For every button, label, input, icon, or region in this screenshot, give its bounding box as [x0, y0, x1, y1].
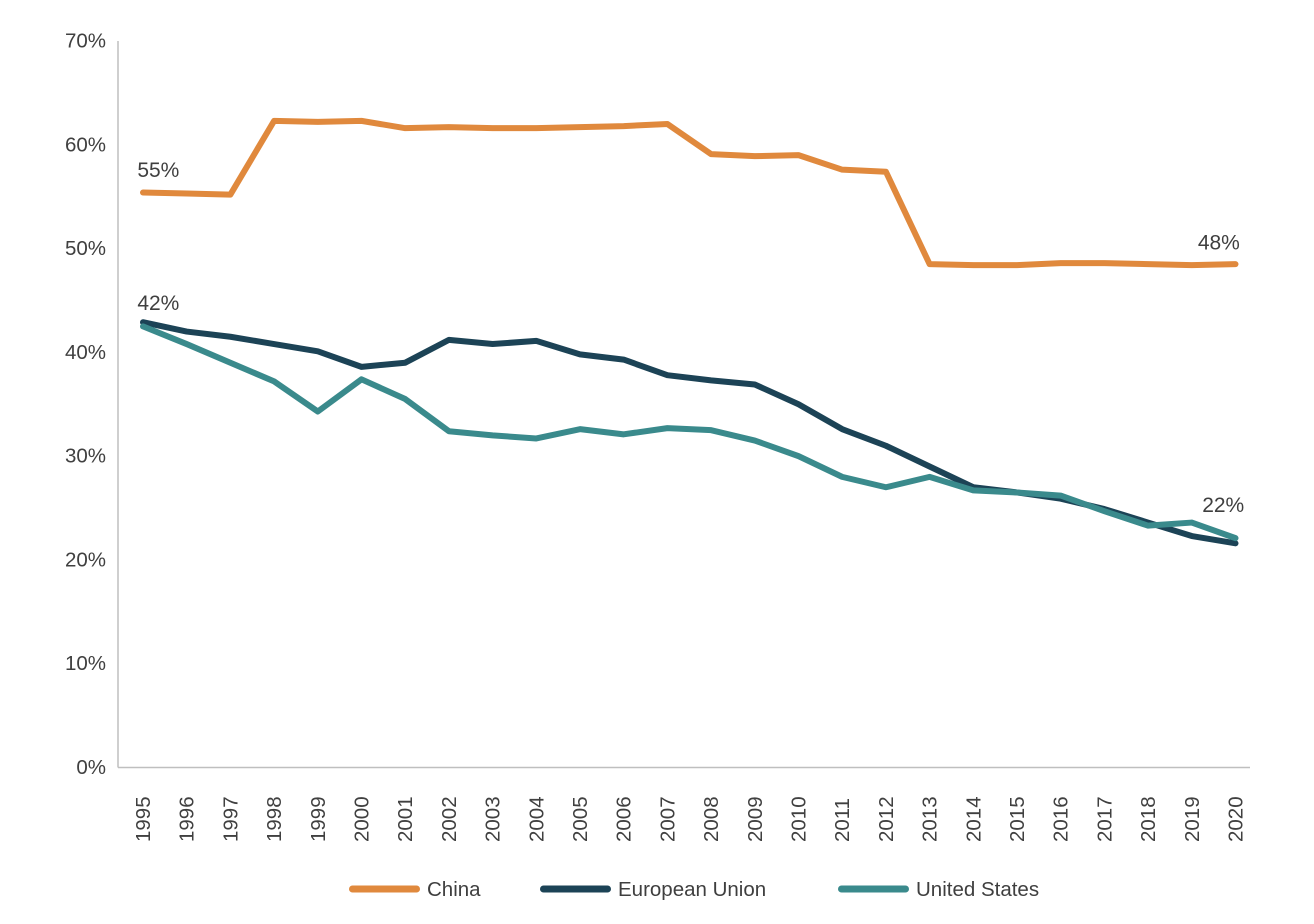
x-tick-label: 2012 [875, 796, 898, 842]
legend-label-china: China [427, 878, 481, 901]
x-tick-label: 2002 [438, 796, 461, 842]
x-tick-label: 2010 [788, 796, 811, 842]
x-tick-label: 2020 [1225, 796, 1248, 842]
series-line-china [140, 117, 1239, 269]
legend-swatch-china [349, 885, 420, 893]
y-tick-label: 40% [65, 341, 106, 364]
x-tick-label: 2011 [831, 798, 854, 842]
x-tick-label: 2000 [351, 796, 374, 842]
y-tick-label: 60% [65, 133, 106, 156]
x-tick-label: 2015 [1006, 796, 1029, 842]
y-tick-label: 70% [65, 29, 106, 52]
x-tick-label: 2008 [700, 796, 723, 842]
legend-label-united-states: United States [916, 878, 1039, 901]
x-tick-label: 2017 [1093, 796, 1116, 842]
y-tick-label: 10% [65, 652, 106, 675]
data-label-22-: 22% [1202, 494, 1244, 517]
x-tick-label: 2018 [1137, 796, 1160, 842]
x-tick-label: 2019 [1181, 796, 1204, 842]
x-tick-label: 2006 [613, 796, 636, 842]
data-label-48-: 48% [1198, 232, 1240, 255]
x-tick-label: 1997 [219, 796, 242, 842]
y-tick-label: 0% [76, 756, 106, 779]
x-tick-label: 2016 [1050, 796, 1073, 842]
y-tick-label: 30% [65, 445, 106, 468]
data-label-55-: 55% [137, 159, 179, 182]
x-tick-label: 1999 [307, 796, 330, 842]
x-tick-label: 2003 [482, 796, 505, 842]
x-tick-label: 2001 [394, 796, 417, 842]
series-line-united-states [140, 323, 1239, 542]
legend-swatch-united-states [838, 885, 909, 893]
x-tick-label: 2004 [525, 796, 548, 842]
x-tick-label: 2007 [656, 796, 679, 842]
x-tick-label: 2009 [744, 796, 767, 842]
legend-label-european-union: European Union [618, 878, 766, 901]
x-tick-label: 2005 [569, 796, 592, 842]
data-label-42-: 42% [137, 292, 179, 315]
y-tick-label: 50% [65, 237, 106, 260]
x-tick-label: 1995 [132, 796, 155, 842]
legend-swatch-european-union [540, 885, 611, 893]
x-tick-label: 1996 [176, 796, 199, 842]
y-tick-label: 20% [65, 548, 106, 571]
series-line-european-union [140, 319, 1239, 547]
x-tick-label: 2014 [962, 796, 985, 842]
x-tick-label: 1998 [263, 796, 286, 842]
x-tick-label: 2013 [919, 796, 942, 842]
